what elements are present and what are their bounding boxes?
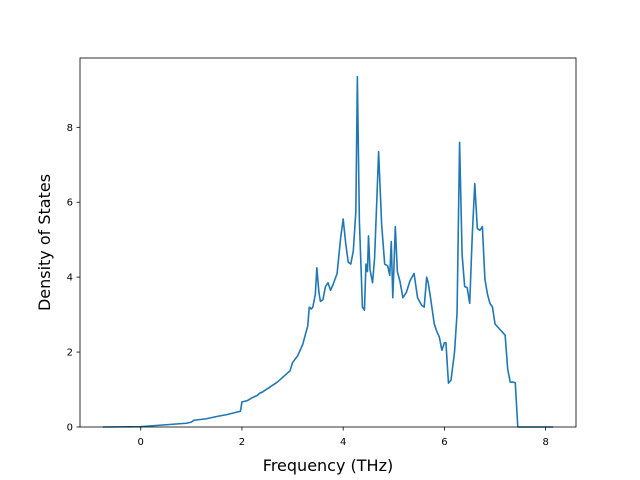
y-tick-label: 8 bbox=[67, 123, 73, 134]
x-tick-label: 6 bbox=[441, 437, 447, 448]
x-tick-label: 2 bbox=[239, 437, 245, 448]
y-tick-label: 0 bbox=[67, 423, 73, 434]
y-tick-label: 2 bbox=[67, 348, 73, 359]
y-axis-ticks: 0 2 4 6 8 bbox=[67, 123, 80, 434]
x-tick-label: 8 bbox=[542, 437, 548, 448]
x-axis-label: Frequency (THz) bbox=[263, 456, 393, 475]
y-tick-label: 6 bbox=[67, 198, 73, 209]
y-tick-label: 4 bbox=[67, 273, 73, 284]
plot-frame bbox=[79, 57, 577, 428]
y-axis-label: Density of States bbox=[35, 174, 54, 311]
x-axis-ticks: 0 2 4 6 8 bbox=[138, 427, 549, 448]
x-tick-label: 0 bbox=[138, 437, 144, 448]
plot-layer bbox=[102, 75, 554, 428]
x-tick-label: 4 bbox=[340, 437, 346, 448]
dos-series-line bbox=[102, 75, 554, 428]
